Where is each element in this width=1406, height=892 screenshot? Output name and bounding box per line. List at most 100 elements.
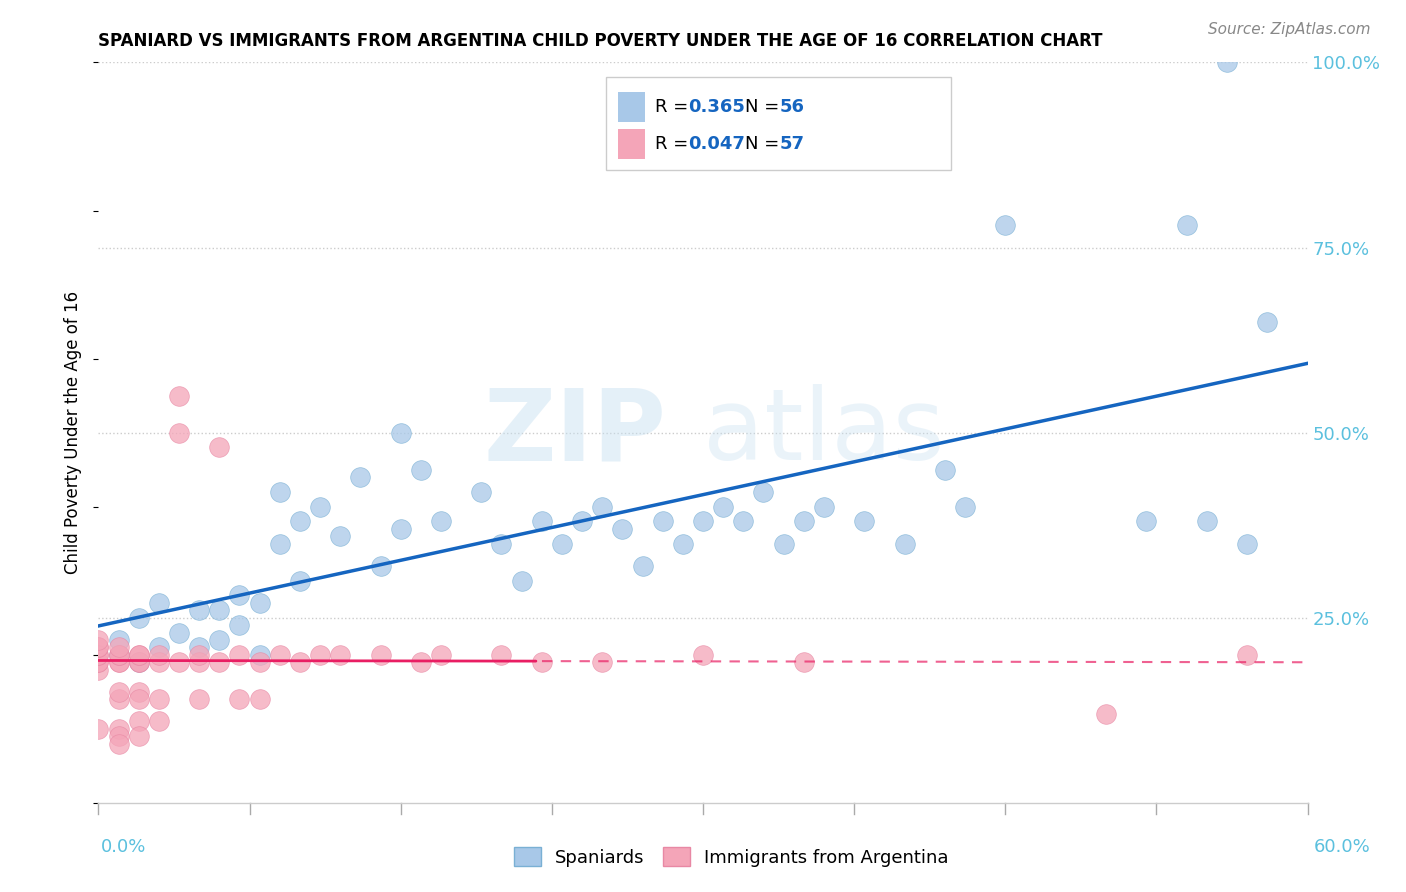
Y-axis label: Child Poverty Under the Age of 16: Child Poverty Under the Age of 16 xyxy=(65,291,83,574)
Point xyxy=(188,640,211,655)
Text: atlas: atlas xyxy=(703,384,945,481)
Point xyxy=(128,610,150,624)
Point xyxy=(409,655,432,669)
Point xyxy=(228,692,250,706)
Point xyxy=(631,558,654,573)
Point xyxy=(107,632,129,647)
Point xyxy=(107,692,129,706)
Point xyxy=(793,515,815,529)
Point xyxy=(1236,648,1258,662)
Point xyxy=(530,515,553,529)
Point xyxy=(148,714,170,729)
Point xyxy=(1135,515,1157,529)
Point xyxy=(389,522,412,536)
Point xyxy=(269,648,291,662)
Point xyxy=(470,484,492,499)
Point xyxy=(349,470,371,484)
Point xyxy=(208,441,231,455)
Text: N =: N = xyxy=(745,98,786,116)
Point xyxy=(692,515,714,529)
Point xyxy=(107,648,129,662)
Point xyxy=(329,529,352,543)
Point xyxy=(128,729,150,743)
Text: N =: N = xyxy=(745,135,786,153)
Point xyxy=(87,648,110,662)
Point xyxy=(167,388,190,402)
Point xyxy=(167,625,190,640)
Text: 57: 57 xyxy=(779,135,804,153)
Point xyxy=(269,484,291,499)
Point xyxy=(128,655,150,669)
Point xyxy=(651,515,673,529)
Point xyxy=(107,737,129,751)
Point xyxy=(107,655,129,669)
Point xyxy=(128,685,150,699)
Point xyxy=(269,536,291,550)
Point xyxy=(711,500,734,514)
Point xyxy=(128,655,150,669)
Point xyxy=(107,685,129,699)
Point xyxy=(107,648,129,662)
Point xyxy=(430,648,453,662)
Text: 56: 56 xyxy=(779,98,804,116)
Point xyxy=(228,618,250,632)
Text: R =: R = xyxy=(655,135,693,153)
Point xyxy=(249,692,271,706)
Point xyxy=(329,648,352,662)
Point xyxy=(87,640,110,655)
Point xyxy=(107,648,129,662)
Text: 0.047: 0.047 xyxy=(689,135,745,153)
Point xyxy=(128,655,150,669)
Point xyxy=(692,648,714,662)
Point xyxy=(510,574,533,588)
Point xyxy=(1216,55,1239,70)
Point xyxy=(128,714,150,729)
Point xyxy=(1195,515,1218,529)
Point xyxy=(551,536,574,550)
Point xyxy=(188,692,211,706)
Point xyxy=(148,692,170,706)
Point xyxy=(148,655,170,669)
Point xyxy=(87,648,110,662)
Point xyxy=(409,462,432,476)
Point xyxy=(772,536,794,550)
Point xyxy=(87,655,110,669)
Text: 0.0%: 0.0% xyxy=(101,838,146,856)
Point xyxy=(87,655,110,669)
FancyBboxPatch shape xyxy=(606,78,950,169)
Legend: Spaniards, Immigrants from Argentina: Spaniards, Immigrants from Argentina xyxy=(506,840,956,874)
Point xyxy=(591,500,613,514)
Point xyxy=(370,558,392,573)
Point xyxy=(309,648,332,662)
Point xyxy=(793,655,815,669)
Point xyxy=(752,484,775,499)
Point xyxy=(228,589,250,603)
Point xyxy=(953,500,976,514)
Point xyxy=(530,655,553,669)
Point xyxy=(491,648,513,662)
Point xyxy=(249,648,271,662)
Point xyxy=(128,648,150,662)
Point xyxy=(288,515,311,529)
Point xyxy=(994,219,1017,233)
Point xyxy=(249,655,271,669)
Text: SPANIARD VS IMMIGRANTS FROM ARGENTINA CHILD POVERTY UNDER THE AGE OF 16 CORRELAT: SPANIARD VS IMMIGRANTS FROM ARGENTINA CH… xyxy=(98,32,1102,50)
Point xyxy=(87,632,110,647)
Point xyxy=(813,500,835,514)
Point xyxy=(853,515,876,529)
Point xyxy=(934,462,956,476)
Point xyxy=(491,536,513,550)
Point xyxy=(188,603,211,617)
Point xyxy=(1175,219,1198,233)
Point xyxy=(87,722,110,736)
Point xyxy=(430,515,453,529)
Point xyxy=(389,425,412,440)
Bar xyxy=(619,129,645,159)
Point xyxy=(288,574,311,588)
Point xyxy=(1095,706,1118,721)
Point xyxy=(612,522,634,536)
Point xyxy=(1256,314,1278,328)
Point xyxy=(107,655,129,669)
Point xyxy=(188,648,211,662)
Point xyxy=(893,536,915,550)
